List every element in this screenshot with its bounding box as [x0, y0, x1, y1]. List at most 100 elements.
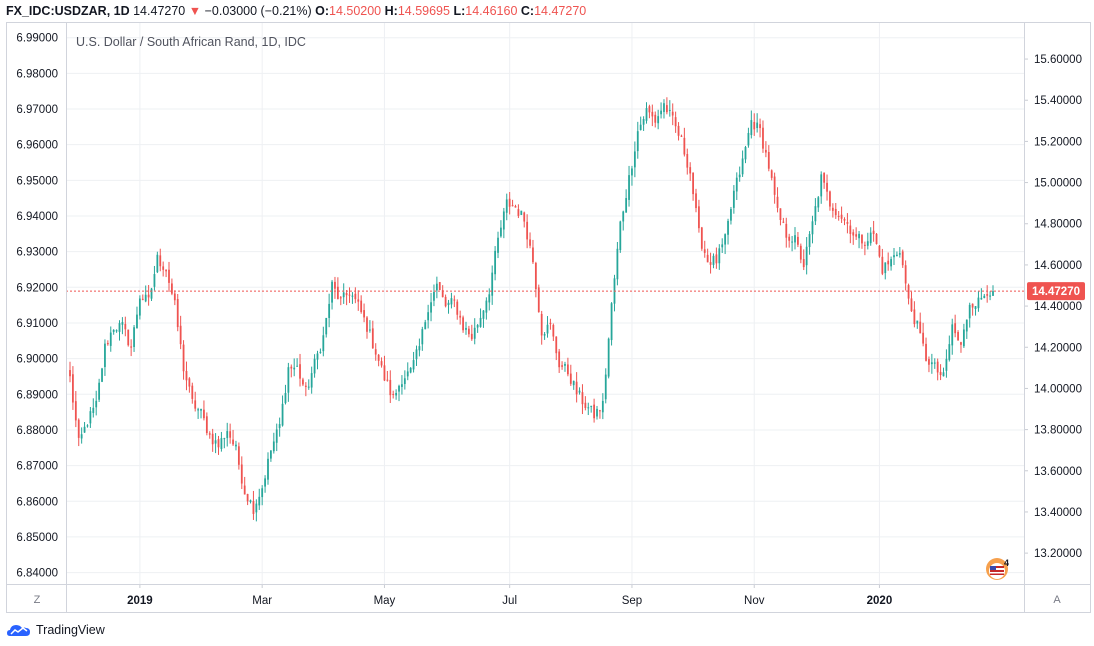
- candle-body: [744, 147, 747, 160]
- candle-body: [485, 300, 488, 313]
- candle-body: [115, 330, 118, 332]
- candle-body: [794, 235, 796, 243]
- candle-body: [517, 209, 520, 216]
- auto-scale-left-button[interactable]: Z: [33, 594, 41, 606]
- candle-body: [127, 329, 130, 346]
- candle-body: [173, 293, 176, 301]
- symbol-name[interactable]: FX_IDC:USDZAR, 1D: [6, 4, 130, 18]
- candle-body: [724, 234, 727, 245]
- candle-body: [287, 367, 290, 393]
- candle-body: [136, 314, 138, 329]
- candle-body: [351, 295, 354, 297]
- candle-body: [296, 365, 299, 367]
- tradingview-footer[interactable]: TradingView: [6, 622, 105, 638]
- candle-body: [925, 343, 927, 361]
- candle-body: [869, 232, 872, 244]
- tradingview-brand: TradingView: [36, 623, 105, 637]
- candle-body: [214, 440, 217, 444]
- left-axis-tick-label: 6.84000: [16, 568, 58, 580]
- candle-body: [901, 251, 904, 266]
- candle-body: [933, 362, 936, 364]
- candle-body: [147, 294, 150, 298]
- candle-body: [319, 351, 322, 353]
- candle-body: [476, 325, 479, 328]
- high-value: 14.59695: [397, 4, 450, 18]
- candle-body: [290, 366, 293, 369]
- auto-scale-right-button[interactable]: A: [1053, 594, 1061, 606]
- candle-body: [747, 132, 750, 146]
- time-axis-label: Mar: [252, 595, 272, 607]
- candle-body: [689, 167, 692, 174]
- candle-body: [826, 182, 828, 192]
- time-axis[interactable]: 2019 Mar May Jul Sep Nov 2020: [127, 584, 892, 607]
- candle-body: [628, 175, 630, 200]
- candle-body: [124, 323, 127, 330]
- candle-body: [430, 302, 432, 313]
- candle-body: [727, 220, 729, 235]
- candle-body: [412, 360, 415, 370]
- candle-body: [619, 221, 622, 251]
- candle-body: [182, 344, 185, 372]
- candle-body: [543, 334, 546, 336]
- candle-body: [776, 196, 779, 208]
- candle-body: [788, 236, 791, 241]
- right-axis-tick-label: 13.40000: [1034, 507, 1082, 519]
- candle-body: [395, 392, 398, 396]
- candle-body: [692, 172, 694, 195]
- candle-body: [331, 281, 333, 303]
- candle-body: [133, 327, 135, 347]
- candle-body: [243, 485, 246, 495]
- right-axis-tick-label: 15.60000: [1034, 54, 1082, 66]
- candle-body: [674, 117, 677, 127]
- candle-body: [532, 247, 534, 263]
- candle-body: [500, 227, 502, 237]
- candle-body: [418, 346, 421, 351]
- low-label: L:: [453, 4, 466, 18]
- candle-body: [759, 124, 761, 129]
- candle-body: [983, 295, 986, 299]
- candle-body: [811, 221, 814, 235]
- candle-body: [328, 303, 331, 318]
- left-axis-tick-label: 6.93000: [16, 247, 58, 259]
- candle-body: [817, 197, 820, 208]
- flag-badge-icon[interactable]: 4: [986, 558, 1009, 580]
- left-axis-tick-label: 6.86000: [16, 496, 58, 508]
- right-axis-tick-label: 14.40000: [1034, 301, 1082, 313]
- candle-body: [633, 151, 636, 168]
- candle-body: [223, 438, 226, 440]
- candle-body: [814, 206, 817, 222]
- candle-body: [435, 283, 438, 291]
- candle-body: [203, 409, 205, 419]
- candle-body: [348, 294, 351, 296]
- candle-body: [217, 439, 220, 448]
- left-price-axis[interactable]: 6.99000 6.98000 6.97000 6.96000 6.95000 6.940…: [16, 33, 58, 580]
- left-axis-tick-label: 6.94000: [16, 211, 58, 223]
- candle-body: [459, 315, 462, 318]
- candle-body: [523, 212, 526, 222]
- candle-body: [616, 248, 619, 280]
- candle-body: [293, 367, 296, 370]
- candle-body: [205, 416, 208, 434]
- candle-body: [389, 379, 392, 396]
- candle-body: [916, 320, 919, 324]
- candle-body: [441, 290, 444, 298]
- candle-body: [767, 151, 770, 169]
- candle-body: [433, 292, 435, 301]
- candle-body: [505, 199, 508, 213]
- candle-body: [866, 241, 869, 246]
- candle-body: [558, 351, 561, 368]
- candle-body: [194, 400, 197, 409]
- candle-body: [974, 306, 977, 309]
- candle-body: [322, 335, 325, 352]
- candle-body: [569, 373, 572, 384]
- candle-body: [954, 323, 957, 334]
- time-axis-label: 2019: [127, 595, 153, 607]
- candle-body: [546, 324, 549, 334]
- right-price-axis[interactable]: 15.60000 15.40000 15.20000 15.00000 14.80000…: [1024, 54, 1082, 560]
- candle-body: [502, 211, 505, 230]
- candle-body: [960, 342, 962, 345]
- candle-body: [235, 444, 237, 447]
- candle-body: [578, 390, 581, 393]
- candle-body: [112, 329, 115, 332]
